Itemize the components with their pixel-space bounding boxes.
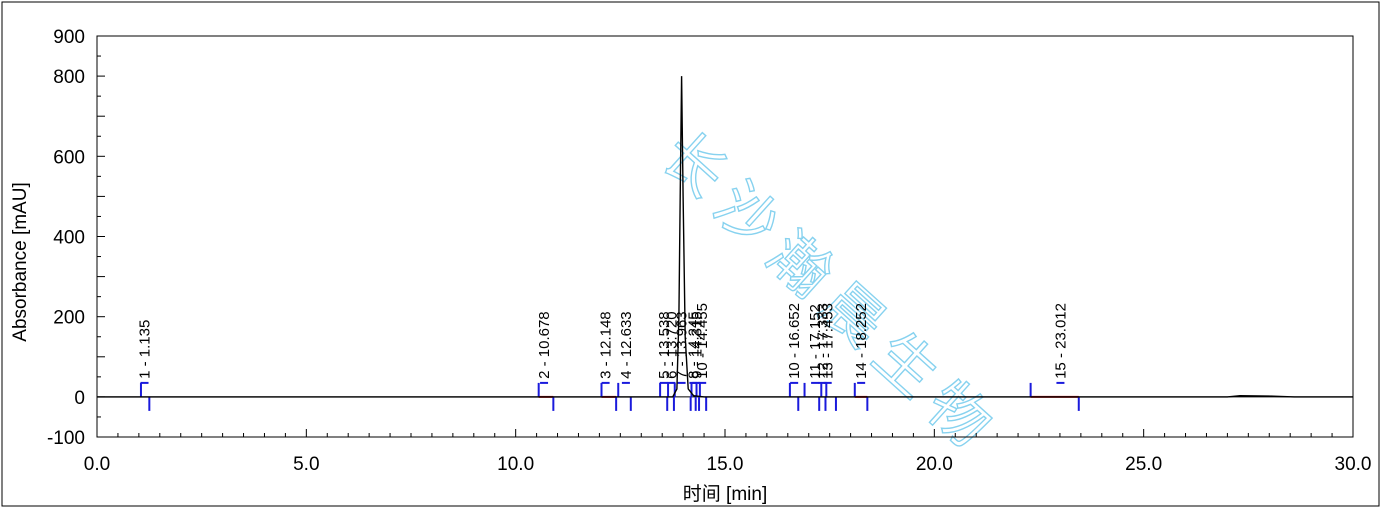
peak-label: 13 - 17.453 [820, 303, 837, 379]
y-tick-label: 800 [53, 67, 85, 88]
peak-label: 12 - 17.333 [815, 303, 832, 379]
peak-labels: 1 - 1.135 2 - 10.678 3 - 12.148 4 - 12.633 5… [137, 303, 1070, 379]
x-tick-label: 25.0 [1125, 454, 1162, 475]
y-tick-label: 0 [74, 388, 85, 409]
y-tick-label: 400 [53, 228, 85, 249]
x-tick-label: 20.0 [916, 454, 953, 475]
peak-label: 3 - 12.148 [598, 311, 615, 379]
peak-label: 11 - 17.152 [807, 304, 824, 379]
peak-label: 2 - 10.678 [536, 311, 553, 379]
peak-label: 1 - 1.135 [137, 320, 154, 379]
y-tick-label: 900 [53, 27, 85, 48]
y-tick-label: 200 [53, 308, 85, 329]
x-tick-label: 10.0 [497, 454, 534, 475]
peak-label: 15 - 23.012 [1052, 303, 1069, 379]
x-tick-label: 0.0 [84, 454, 110, 475]
chromatogram-trace [97, 76, 1353, 398]
x-tick-label: 30.0 [1335, 454, 1372, 475]
peak-label: 7 - 13.963 [674, 311, 691, 379]
x-tick-label: 15.0 [707, 454, 744, 475]
peak-label: 4 - 12.633 [618, 311, 635, 379]
peak-markers [139, 381, 1080, 411]
peak-label: 10 - 16.652 [786, 303, 803, 379]
x-axis-title: 时间 [min] [683, 483, 767, 505]
x-tick-label: 5.0 [293, 454, 319, 475]
peak-label: 6 - 13.720 [663, 311, 680, 379]
peak-label: 5 - 13.538 [656, 311, 673, 379]
peak-label: 9 - 14.315 [688, 311, 705, 379]
axis-ticks: 0.0 5.0 10.0 15.0 20.0 25.0 30.0 900 800 600 400 20… [47, 27, 1372, 475]
y-tick-label: -100 [47, 428, 85, 449]
y-tick-label: 600 [53, 147, 85, 168]
peak-label: 14 - 18.252 [853, 303, 870, 379]
y-axis-title: Absorbance [mAU] [10, 182, 31, 341]
peak-label: 10 - 14.455 [694, 303, 711, 379]
peak-label: 8 - 14.245 [685, 311, 702, 379]
